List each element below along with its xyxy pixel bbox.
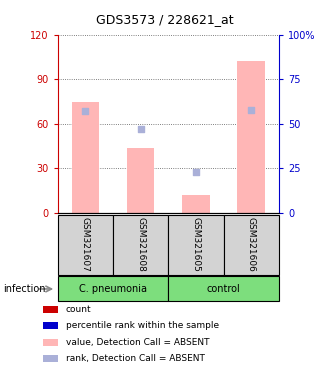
Bar <box>58 215 113 275</box>
Bar <box>127 148 154 213</box>
Bar <box>113 215 168 275</box>
Text: C. pneumonia: C. pneumonia <box>79 284 147 294</box>
Bar <box>224 215 279 275</box>
Point <box>138 126 143 132</box>
Text: infection: infection <box>3 284 46 294</box>
Text: percentile rank within the sample: percentile rank within the sample <box>66 321 219 330</box>
Bar <box>168 215 224 275</box>
Text: GSM321607: GSM321607 <box>81 217 90 272</box>
Text: control: control <box>207 284 241 294</box>
Text: value, Detection Call = ABSENT: value, Detection Call = ABSENT <box>66 338 210 347</box>
Bar <box>58 276 168 301</box>
Point <box>83 108 88 114</box>
Point <box>193 169 199 175</box>
Text: rank, Detection Call = ABSENT: rank, Detection Call = ABSENT <box>66 354 205 363</box>
Text: GSM321605: GSM321605 <box>191 217 200 272</box>
Bar <box>182 195 210 213</box>
Bar <box>237 61 265 213</box>
Text: GSM321608: GSM321608 <box>136 217 145 272</box>
Bar <box>168 276 279 301</box>
Text: GSM321606: GSM321606 <box>247 217 256 272</box>
Text: count: count <box>66 305 92 314</box>
Text: GDS3573 / 228621_at: GDS3573 / 228621_at <box>96 13 234 26</box>
Point <box>248 106 254 113</box>
Bar <box>72 101 99 213</box>
